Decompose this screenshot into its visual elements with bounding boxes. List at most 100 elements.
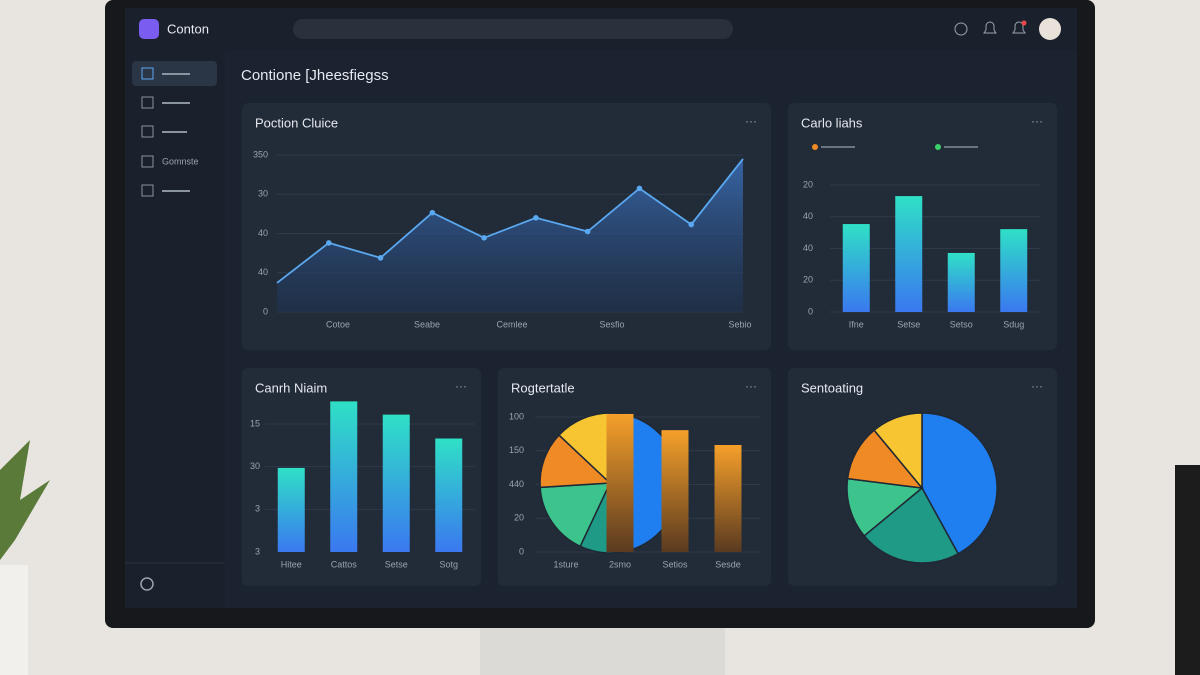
- bar: [330, 401, 358, 552]
- legend-dot: [935, 144, 941, 150]
- y-tick-label: 15: [250, 418, 260, 428]
- x-tick-label: Sdug: [1003, 319, 1024, 329]
- point: [481, 235, 487, 241]
- x-tick-label: 1sture: [553, 559, 578, 569]
- legend-line: [821, 146, 855, 148]
- nav-icon[interactable]: [141, 96, 154, 109]
- bar: [842, 224, 870, 312]
- y-tick-label: 40: [258, 267, 268, 277]
- y-tick-label: 30: [258, 189, 268, 199]
- bar: [606, 413, 634, 552]
- y-tick-label: 0: [263, 306, 268, 316]
- nav-icon[interactable]: [141, 67, 154, 80]
- x-tick-label: 2smo: [609, 559, 631, 569]
- pie-slice: [539, 434, 612, 489]
- y-tick-label: 350: [253, 149, 268, 159]
- alert-icon[interactable]: [1012, 21, 1026, 34]
- card-menu[interactable]: ···: [1031, 114, 1043, 128]
- pie-slice: [863, 486, 960, 564]
- y-tick-label: 0: [519, 546, 524, 556]
- nav-line: [162, 73, 190, 75]
- y-tick-label: 440: [509, 479, 524, 489]
- point: [584, 228, 591, 235]
- x-tick-label: Sesde: [715, 559, 741, 569]
- x-tick-label: Sesfio: [599, 319, 624, 329]
- legend-dot: [812, 144, 818, 150]
- card-menu[interactable]: ···: [455, 379, 467, 393]
- card-menu[interactable]: ···: [745, 114, 757, 128]
- x-tick-label: Cemlee: [496, 319, 527, 329]
- card-title: Canrh Niaim: [255, 380, 327, 395]
- bar: [895, 196, 923, 312]
- nav-line: [162, 102, 190, 104]
- nav-icon[interactable]: [141, 184, 154, 197]
- app-logo[interactable]: [139, 19, 159, 39]
- app-name: Conton: [167, 21, 209, 36]
- card-title: Sentoating: [801, 380, 863, 395]
- sidebar: [125, 50, 225, 608]
- bar: [661, 430, 689, 552]
- pot: [0, 565, 28, 675]
- x-tick-label: Cattos: [331, 559, 358, 569]
- bar: [714, 445, 742, 552]
- card-menu[interactable]: ···: [745, 379, 757, 393]
- card-menu[interactable]: ···: [1031, 379, 1043, 393]
- nav-line: [162, 190, 190, 192]
- point: [429, 209, 436, 216]
- x-tick-label: Setse: [897, 319, 920, 329]
- y-tick-label: 3: [255, 504, 260, 514]
- x-tick-label: Cotoe: [326, 319, 350, 329]
- speaker: [1175, 465, 1200, 675]
- x-tick-label: Sotg: [439, 559, 458, 569]
- bar: [382, 414, 410, 552]
- pie-slice: [921, 412, 998, 555]
- pie-slice: [873, 412, 923, 491]
- x-tick-label: Setios: [662, 559, 688, 569]
- plant: [0, 440, 50, 560]
- bell-icon[interactable]: [983, 21, 997, 34]
- x-tick-label: Setse: [385, 559, 408, 569]
- point: [636, 185, 643, 192]
- y-tick-label: 40: [803, 243, 813, 253]
- y-tick-label: 20: [803, 275, 813, 285]
- stand: [480, 625, 725, 675]
- x-tick-label: Setso: [950, 319, 973, 329]
- y-tick-label: 20: [514, 513, 524, 523]
- y-tick-label: 3: [255, 546, 260, 556]
- nav-label[interactable]: Gomnste: [162, 156, 199, 166]
- y-tick-label: 40: [258, 228, 268, 238]
- card-title: Poction Cluice: [255, 115, 338, 130]
- x-tick-label: Ifne: [849, 319, 864, 329]
- x-tick-label: Seabe: [414, 319, 440, 329]
- avatar[interactable]: [1039, 18, 1061, 40]
- card-title: Rogtertatle: [511, 380, 575, 395]
- point: [377, 255, 384, 261]
- x-tick-label: Sebio: [728, 319, 751, 329]
- point: [325, 240, 332, 246]
- card: [788, 103, 1057, 350]
- y-tick-label: 40: [803, 211, 813, 221]
- y-tick-label: 0: [808, 306, 813, 316]
- nav-icon[interactable]: [141, 125, 154, 138]
- settings-icon[interactable]: [140, 577, 154, 591]
- legend-line: [944, 146, 978, 148]
- pie-slice: [846, 477, 924, 537]
- line: [276, 158, 744, 284]
- nav-icon[interactable]: [141, 155, 154, 168]
- line-area: [277, 158, 743, 312]
- alert-dot: [1021, 20, 1027, 26]
- y-tick-label: 30: [250, 461, 260, 471]
- bar: [277, 467, 305, 552]
- y-tick-label: 20: [803, 179, 813, 189]
- bar: [947, 252, 975, 312]
- pie-slice: [557, 412, 611, 485]
- search-bar[interactable]: [293, 19, 733, 39]
- point: [688, 221, 695, 228]
- pie-slice: [539, 482, 612, 548]
- point: [533, 215, 539, 221]
- x-tick-label: Hitee: [281, 559, 302, 569]
- help-icon[interactable]: [954, 22, 968, 36]
- card-title: Carlo liahs: [801, 115, 863, 130]
